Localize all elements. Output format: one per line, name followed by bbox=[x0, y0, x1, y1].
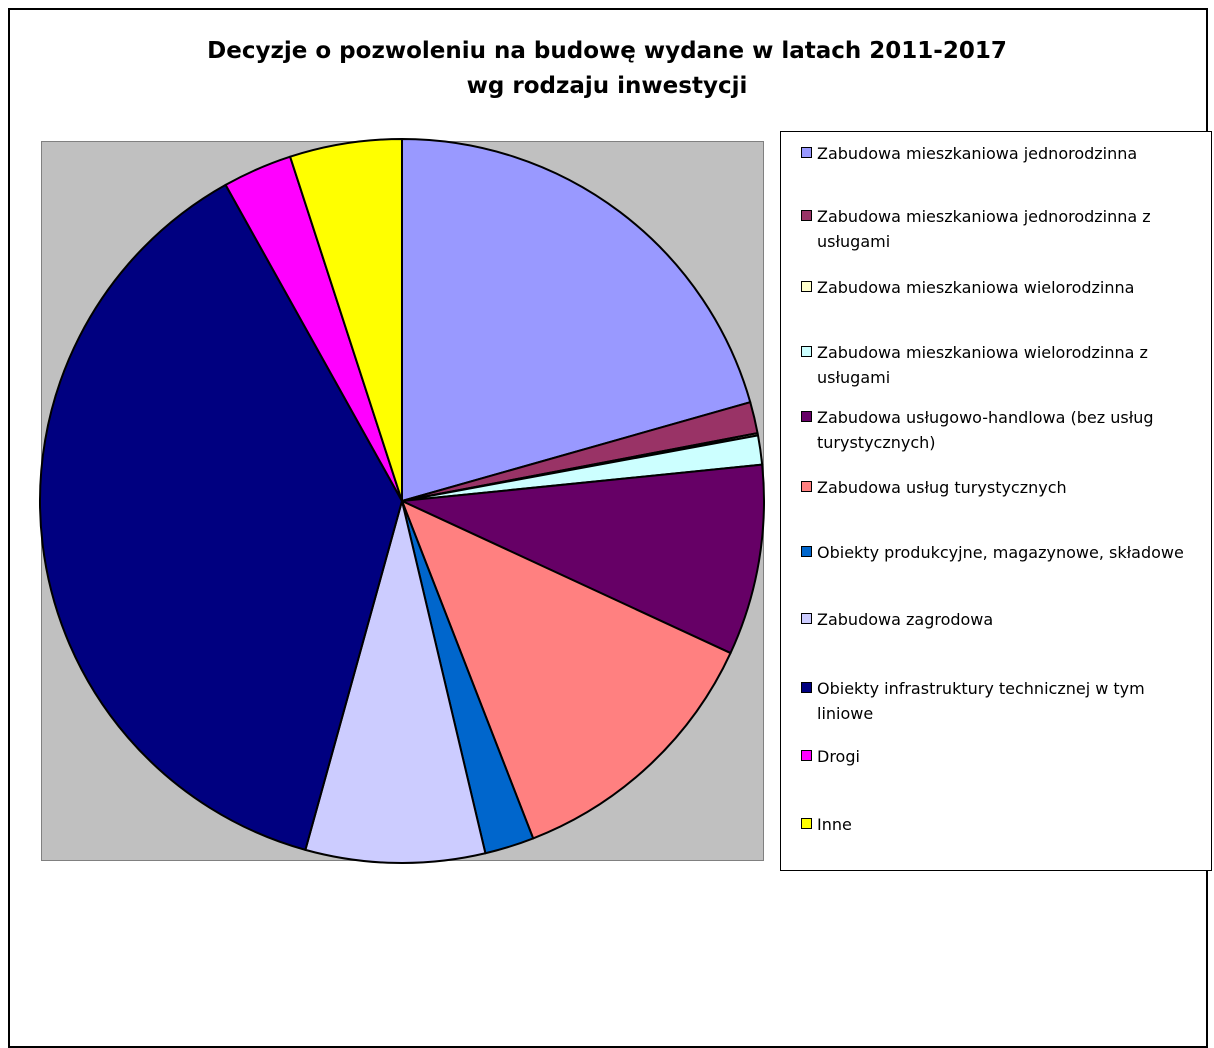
legend-item: Inne bbox=[801, 812, 1201, 837]
legend-swatch bbox=[801, 546, 812, 557]
chart-title-line-1: Decyzje o pozwoleniu na budowę wydane w … bbox=[207, 38, 1007, 64]
legend-item: Zabudowa mieszkaniowa jednorodzinna z us… bbox=[801, 204, 1201, 254]
legend-label: Zabudowa usług turystycznych bbox=[817, 478, 1067, 497]
legend-swatch bbox=[801, 210, 812, 221]
legend-item: Zabudowa usługowo-handlowa (bez usług tu… bbox=[801, 405, 1201, 455]
pie-slice-11 bbox=[289, 138, 403, 502]
pie-slice-6 bbox=[401, 500, 732, 840]
legend-item: Zabudowa mieszkaniowa wielorodzinna z us… bbox=[801, 340, 1201, 390]
legend-label: Zabudowa usługowo-handlowa (bez usług tu… bbox=[817, 408, 1154, 452]
legend-label: Zabudowa mieszkaniowa wielorodzinna z us… bbox=[817, 343, 1148, 387]
legend-item: Obiekty produkcyjne, magazynowe, składow… bbox=[801, 540, 1201, 565]
pie-slice-8 bbox=[304, 500, 487, 864]
legend-swatch bbox=[801, 346, 812, 357]
legend-item: Zabudowa usług turystycznych bbox=[801, 475, 1201, 500]
legend-swatch bbox=[801, 281, 812, 292]
chart-title-line-2: wg rodzaju inwestycji bbox=[466, 73, 748, 99]
legend-item: Drogi bbox=[801, 744, 1201, 769]
legend-swatch bbox=[801, 147, 812, 158]
pie-slice-1 bbox=[401, 138, 752, 502]
legend-label: Inne bbox=[817, 815, 852, 834]
legend-swatch bbox=[801, 750, 812, 761]
legend-label: Drogi bbox=[817, 747, 860, 766]
legend-swatch bbox=[801, 481, 812, 492]
pie-slice-5 bbox=[401, 463, 765, 655]
pie-chart bbox=[39, 138, 765, 864]
legend-swatch bbox=[801, 818, 812, 829]
legend-label: Zabudowa mieszkaniowa jednorodzinna bbox=[817, 144, 1138, 163]
legend-item: Obiekty infrastruktury technicznej w tym… bbox=[801, 676, 1201, 726]
legend-label: Zabudowa mieszkaniowa jednorodzinna z us… bbox=[817, 207, 1151, 251]
legend-swatch bbox=[801, 411, 812, 422]
pie-slice-9 bbox=[39, 183, 403, 851]
chart-title: Decyzje o pozwoleniu na budowę wydane w … bbox=[0, 34, 1214, 104]
legend-item: Zabudowa mieszkaniowa jednorodzinna bbox=[801, 141, 1201, 166]
legend-label: Obiekty produkcyjne, magazynowe, składow… bbox=[817, 543, 1184, 562]
legend-label: Zabudowa zagrodowa bbox=[817, 610, 994, 629]
legend-item: Zabudowa mieszkaniowa wielorodzinna bbox=[801, 275, 1201, 300]
legend-label: Zabudowa mieszkaniowa wielorodzinna bbox=[817, 278, 1135, 297]
legend: Zabudowa mieszkaniowa jednorodzinna Zabud… bbox=[780, 131, 1212, 871]
legend-swatch bbox=[801, 613, 812, 624]
legend-item: Zabudowa zagrodowa bbox=[801, 607, 1201, 632]
legend-swatch bbox=[801, 682, 812, 693]
legend-label: Obiekty infrastruktury technicznej w tym… bbox=[817, 679, 1145, 723]
